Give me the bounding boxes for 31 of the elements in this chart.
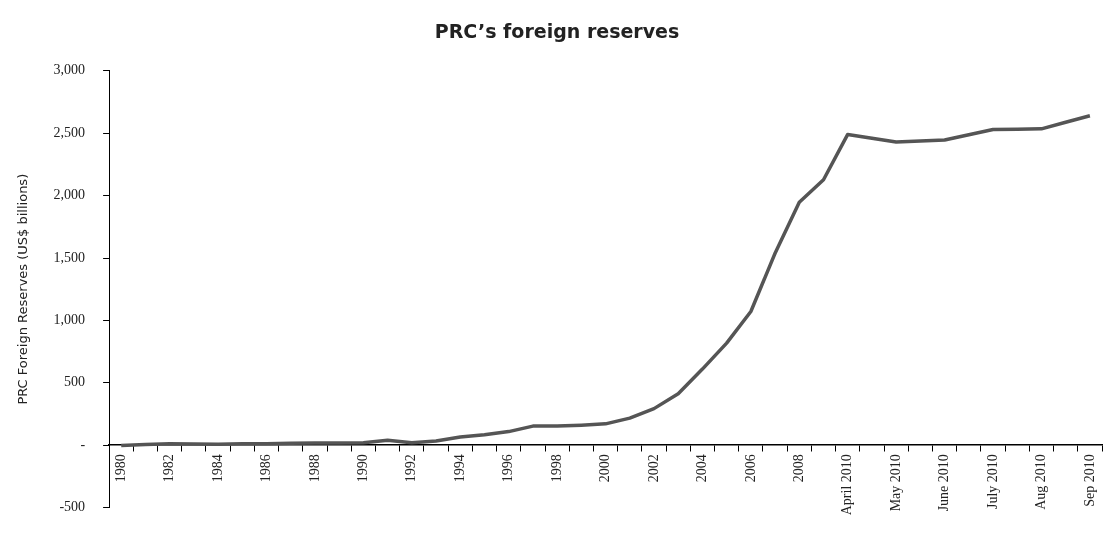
y-tick-label: -500 <box>59 499 86 515</box>
x-tick-label: June 2010 <box>936 454 952 512</box>
x-tick-label: 2004 <box>694 454 710 483</box>
y-tick-label: 500 <box>64 374 86 390</box>
y-tick-label: - <box>80 436 86 452</box>
y-tick-label: 2,000 <box>53 187 86 203</box>
x-tick-label: 1980 <box>112 454 128 483</box>
x-tick-label: 1982 <box>161 454 177 483</box>
y-tick-label: 3,000 <box>53 62 86 78</box>
x-tick-label: April 2010 <box>839 454 855 516</box>
y-tick-label: 1,000 <box>53 312 86 328</box>
x-tick-label: 2008 <box>790 454 806 483</box>
x-tick-label: Aug 2010 <box>1033 454 1049 510</box>
x-tick-label: 1988 <box>306 454 322 483</box>
x-tick-label: 1994 <box>451 454 467 483</box>
x-tick-label: May 2010 <box>887 454 903 512</box>
x-tick-label: 1996 <box>500 454 516 483</box>
x-tick-label: 1990 <box>355 454 371 483</box>
chart-title: PRC’s foreign reserves <box>434 20 680 43</box>
y-axis-title: PRC Foreign Reserves (US$ billions) <box>15 173 31 405</box>
x-tick-label: July 2010 <box>984 454 1000 510</box>
x-tick-label: 1984 <box>209 454 225 483</box>
y-tick-label: 2,500 <box>53 124 86 140</box>
x-tick-label: 2006 <box>742 454 758 483</box>
x-tick-label: 2002 <box>645 454 661 483</box>
x-tick-label: Sep 2010 <box>1081 454 1097 507</box>
x-tick-label: 1992 <box>403 454 419 483</box>
y-tick-label: 1,500 <box>53 249 86 265</box>
x-tick-label: 1998 <box>548 454 564 483</box>
x-tick-label: 2000 <box>597 454 613 483</box>
x-tick-label: 1986 <box>258 454 274 483</box>
